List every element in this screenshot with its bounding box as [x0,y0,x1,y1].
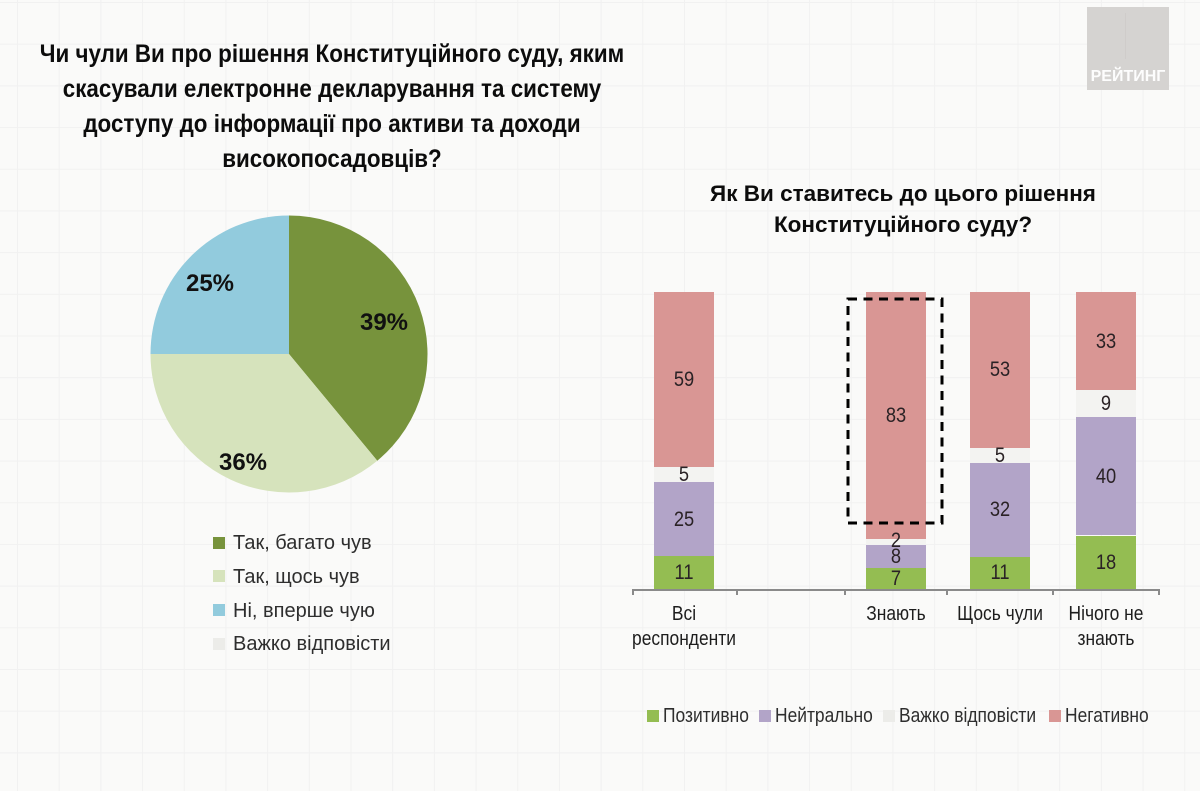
svg-text:39%: 39% [360,309,408,336]
svg-text:36%: 36% [219,449,267,476]
svg-text:25%: 25% [186,270,234,297]
